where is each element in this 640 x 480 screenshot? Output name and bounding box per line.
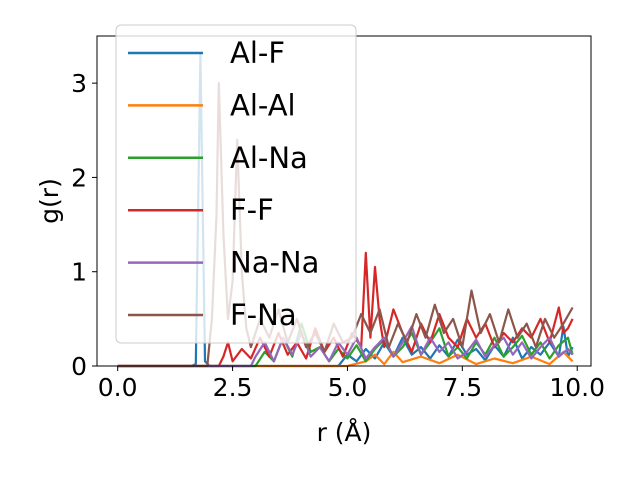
legend: Al-F Al-Al Al-Na F-F Na-Na F-Na — [115, 24, 357, 344]
x-axis-ticks: 0.0 2.5 5.0 7.5 10.0 — [98, 366, 605, 402]
legend-label-2: Al-Na — [230, 141, 308, 175]
y-tick-label: 0 — [71, 352, 87, 381]
x-tick-label: 7.5 — [442, 373, 482, 402]
x-tick-label: 0.0 — [98, 373, 138, 402]
x-tick-label: 5.0 — [328, 373, 368, 402]
legend-label-4: Na-Na — [230, 246, 319, 280]
x-tick-label: 2.5 — [213, 373, 253, 402]
x-tick-label: 10.0 — [549, 373, 605, 402]
series-line-4 — [117, 325, 574, 368]
legend-box — [115, 24, 357, 344]
x-axis-label: r (Å) — [317, 418, 372, 447]
legend-label-5: F-Na — [230, 298, 297, 332]
legend-label-1: Al-Al — [230, 88, 296, 122]
legend-label-3: F-F — [230, 193, 274, 227]
y-tick-label: 1 — [71, 258, 87, 287]
y-axis-label: g(r) — [35, 178, 64, 224]
y-tick-label: 3 — [71, 69, 87, 98]
y-axis-ticks: 0 1 2 3 — [71, 69, 97, 381]
series-line-1 — [117, 350, 574, 368]
y-tick-label: 2 — [71, 163, 87, 192]
legend-items: Al-F Al-Al Al-Na F-F Na-Na F-Na — [128, 36, 319, 332]
legend-label-0: Al-F — [230, 36, 285, 70]
